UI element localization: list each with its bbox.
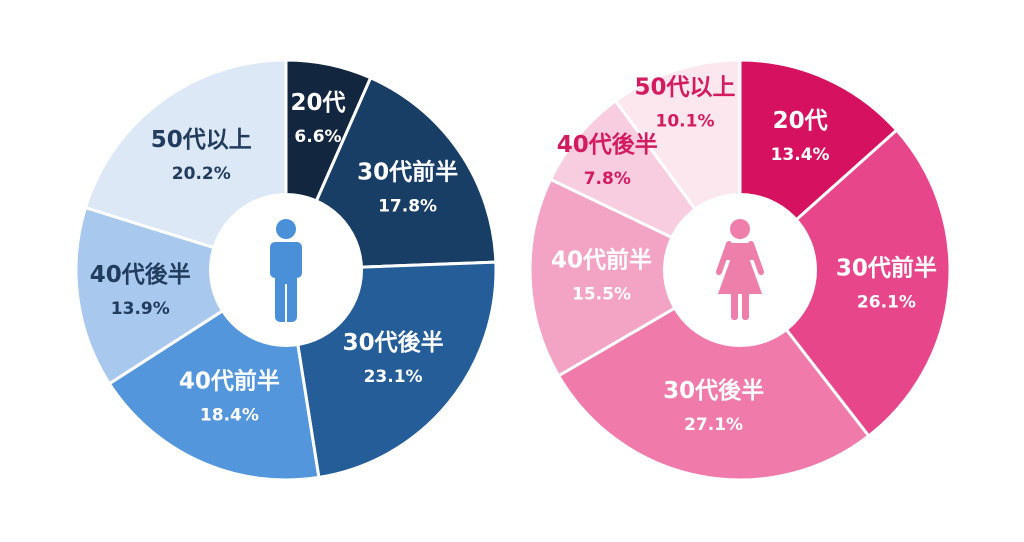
male-category-label: 40代前半: [179, 368, 280, 395]
female-labels: 20代 13.4% 30代前半 26.1% 30代後半 27.1% 40代前半 15.5% 40…: [551, 74, 937, 435]
male-category-label: 50代以上: [151, 127, 252, 153]
male-value-label: 6.6%: [294, 127, 341, 147]
male-slice-5: [74, 206, 288, 386]
female-value-label: 26.1%: [857, 292, 916, 312]
man-icon: [270, 219, 302, 322]
male-value-label: 20.2%: [172, 164, 231, 184]
male-category-label: 30代前半: [357, 158, 458, 185]
female-value-label: 10.1%: [656, 111, 715, 131]
female-age-donut-chart: 20代 13.4% 30代前半 26.1% 30代後半 27.1% 40代前半 15.5% 40…: [528, 58, 952, 482]
female-slice-4: [528, 177, 742, 378]
female-category-label: 20代: [773, 108, 828, 134]
male-value-label: 18.4%: [200, 406, 259, 426]
male-category-label: 40代後半: [90, 261, 191, 288]
male-value-label: 13.9%: [111, 299, 170, 319]
female-category-label: 40代後半: [557, 131, 658, 158]
male-age-donut-chart: 20代 6.6% 30代前半 17.8% 30代後半 23.1% 40代前半 18.4% 40代…: [74, 58, 498, 482]
male-category-label: 30代後半: [343, 329, 444, 356]
male-value-label: 17.8%: [378, 196, 437, 216]
male-slices: [74, 58, 498, 482]
female-value-label: 13.4%: [771, 145, 830, 165]
female-category-label: 50代以上: [634, 74, 735, 100]
male-value-label: 23.1%: [364, 367, 423, 387]
male-category-label: 20代: [290, 90, 345, 116]
female-slice-3: [557, 268, 871, 482]
female-slice-2: [738, 128, 952, 438]
female-value-label: 15.5%: [572, 285, 631, 305]
female-value-label: 27.1%: [684, 415, 743, 435]
woman-icon: [716, 219, 764, 320]
male-labels: 20代 6.6% 30代前半 17.8% 30代後半 23.1% 40代前半 18.4% 40代…: [90, 90, 458, 426]
female-category-label: 40代前半: [551, 247, 652, 274]
female-value-label: 7.8%: [584, 169, 631, 189]
female-category-label: 30代前半: [836, 254, 937, 281]
female-category-label: 30代後半: [663, 377, 764, 404]
